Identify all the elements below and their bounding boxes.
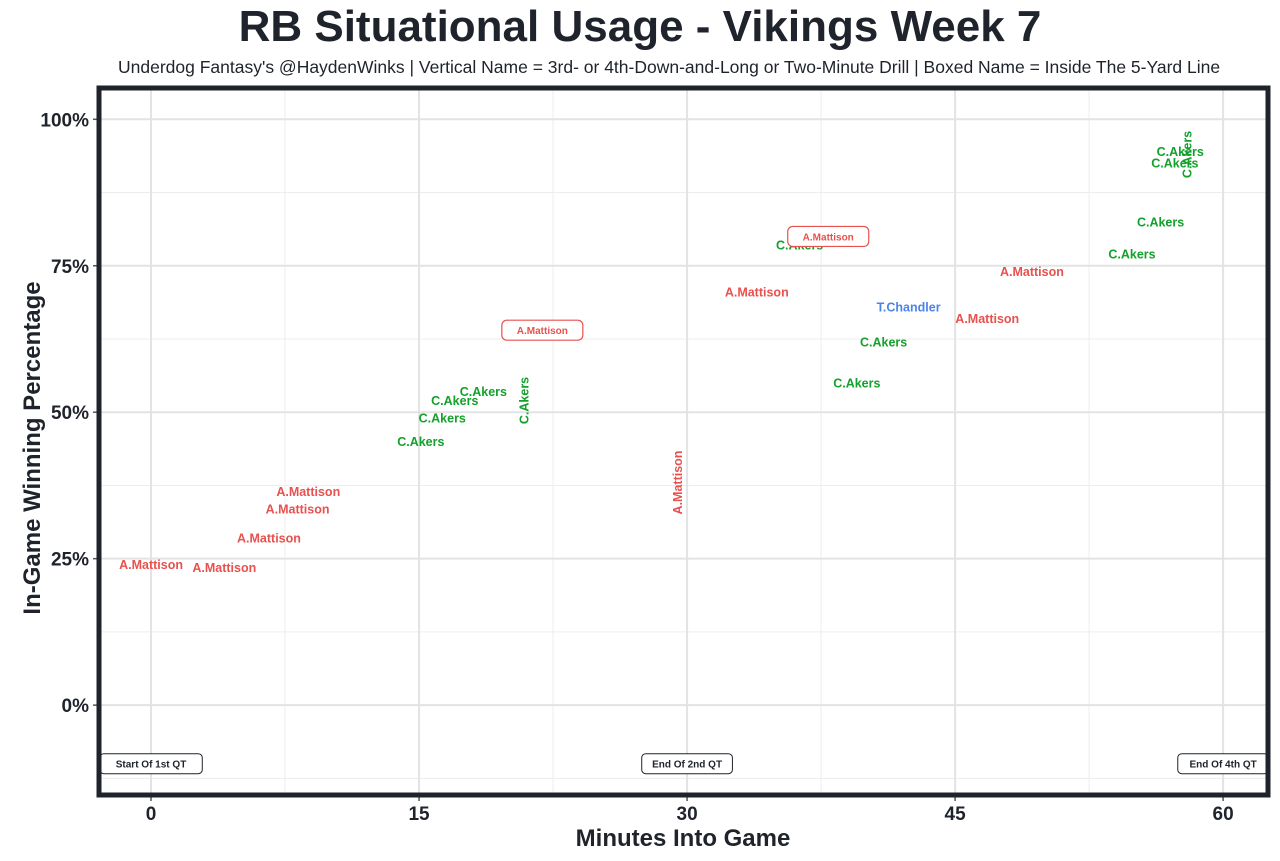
x-tick-label: 15: [408, 804, 430, 825]
data-label: C.Akers: [460, 385, 507, 399]
chart-subtitle: Underdog Fantasy's @HaydenWinks | Vertic…: [118, 57, 1221, 77]
axis-ticks: 0 15 30 45 60 0% 25% 50% 75% 100%: [40, 110, 1233, 825]
plot-frame: [96, 85, 1271, 798]
data-label: A.Mattison: [276, 485, 340, 499]
boxed-label-frame: [501, 319, 584, 341]
data-label: C.Akers: [833, 376, 880, 390]
data-label-boxed: A.Mattison: [517, 326, 568, 337]
x-tick-label: 30: [677, 804, 698, 825]
quarter-annotation: Start Of 1st QT: [116, 760, 187, 771]
y-axis-label: In-Game Winning Percentage: [19, 281, 46, 614]
y-tick-label: 0%: [62, 696, 90, 717]
data-labels: A.Mattison A.Mattison A.Mattison A.Mattison…: [119, 131, 1204, 575]
quarter-annotation: End Of 2nd QT: [652, 760, 722, 771]
data-label: A.Mattison: [237, 532, 301, 546]
y-tick-label: 75%: [51, 257, 89, 278]
data-label: C.Akers: [860, 335, 907, 349]
data-label: C.Akers: [1108, 248, 1155, 262]
x-axis-label: Minutes Into Game: [576, 825, 791, 852]
data-label: A.Mattison: [725, 286, 789, 300]
data-label-vertical: A.Mattison: [671, 451, 685, 515]
y-tick-label: 100%: [40, 110, 89, 131]
data-label-boxed: A.Mattison: [803, 232, 854, 243]
data-label: C.Akers: [1137, 215, 1184, 229]
boxed-label-frame: [787, 225, 870, 248]
data-label: C.Akers: [397, 435, 444, 449]
x-tick-label: 60: [1213, 804, 1234, 825]
data-label-vertical: C.Akers: [1180, 131, 1194, 178]
x-tick-label: 45: [945, 804, 967, 825]
quarter-annotation-frame: [641, 753, 733, 775]
grid-lines: [101, 90, 1266, 793]
y-tick-label: 50%: [51, 403, 89, 424]
data-label: A.Mattison: [266, 502, 330, 516]
data-label-vertical: C.Akers: [517, 377, 531, 424]
chart-title: RB Situational Usage - Vikings Week 7: [238, 2, 1042, 51]
data-label: C.Akers: [1151, 157, 1198, 171]
data-label: A.Mattison: [119, 558, 183, 572]
y-tick-label: 25%: [51, 550, 89, 571]
x-tick-label: 0: [146, 804, 157, 825]
data-label: A.Mattison: [955, 312, 1019, 326]
data-label: C.Akers: [419, 412, 466, 426]
data-label: A.Mattison: [1000, 265, 1064, 279]
data-label: T.Chandler: [877, 300, 941, 314]
data-label: A.Mattison: [192, 561, 256, 575]
quarter-annotation: End Of 4th QT: [1190, 760, 1257, 771]
data-label: C.Akers: [431, 394, 478, 408]
quarter-annotations: Start Of 1st QT End Of 2nd QT End Of 4th Q…: [99, 753, 1269, 775]
data-label: C.Akers: [1157, 145, 1204, 159]
